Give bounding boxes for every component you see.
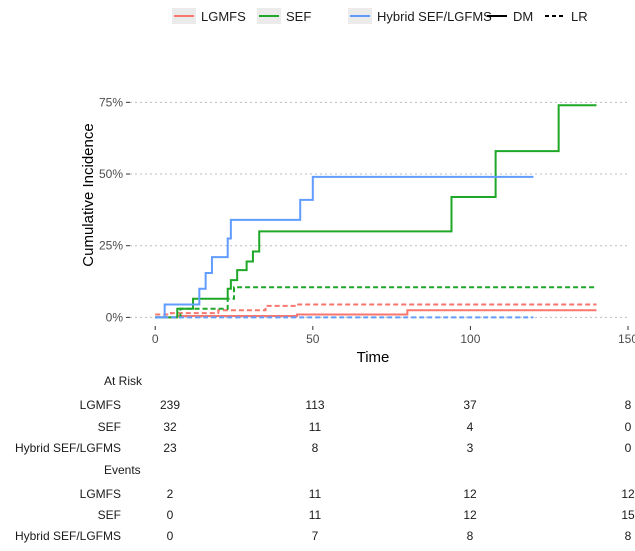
series-lines	[155, 104, 597, 319]
events-value: 2	[167, 487, 174, 501]
y-tick-label: 75%	[99, 95, 123, 109]
at-risk-value: 23	[163, 441, 177, 455]
events-value: 8	[625, 529, 632, 543]
series-line-hybrid-sef-lgfms-dm	[155, 175, 534, 319]
events-row-label: Hybrid SEF/LGFMS	[15, 529, 121, 543]
at-risk-value: 8	[625, 398, 632, 412]
x-tick-label: 50	[306, 332, 320, 346]
at-risk-value: 0	[625, 441, 632, 455]
at-risk-value: 37	[463, 398, 477, 412]
events-value: 12	[621, 487, 635, 501]
at-risk-value: 32	[163, 420, 177, 434]
events-value: 0	[167, 508, 174, 522]
events-value: 11	[309, 508, 322, 522]
at-risk-row-label: Hybrid SEF/LGFMS	[15, 441, 121, 455]
x-tick-label: 150	[618, 332, 635, 346]
events-value: 7	[312, 529, 319, 543]
legend-label-hybrid-sef-lgfms: Hybrid SEF/LGFMS	[377, 9, 492, 24]
events-value: 15	[621, 508, 635, 522]
legend-label-sef: SEF	[286, 9, 311, 24]
events-value: 12	[463, 487, 477, 501]
x-tick-label: 100	[460, 332, 480, 346]
events-title: Events	[104, 463, 141, 477]
y-axis-label: Cumulative Incidence	[80, 123, 97, 266]
legend: LGMFS SEF Hybrid SEF/LGFMS DM LR	[172, 8, 588, 24]
y-tick-label: 50%	[99, 167, 123, 181]
legend-label-lgmfs: LGMFS	[201, 9, 246, 24]
events-value: 12	[463, 508, 477, 522]
events-value: 0	[167, 529, 174, 543]
at-risk-value: 113	[305, 398, 324, 412]
y-tick-label: 25%	[99, 239, 123, 253]
x-tick-label: 0	[152, 332, 159, 346]
at-risk-value: 4	[467, 420, 474, 434]
at-risk-value: 11	[309, 420, 322, 434]
at-risk-value: 0	[625, 420, 632, 434]
series-line-sef-dm	[155, 104, 597, 319]
grid	[130, 101, 628, 318]
y-tick-label: 0%	[106, 310, 124, 324]
axes: 0% 25% 50% 75% 0 50 100 150 Time Cumulative Incid…	[80, 95, 635, 366]
legend-label-dm: DM	[513, 9, 533, 24]
at-risk-row-label: LGMFS	[80, 398, 121, 412]
at-risk-value: 8	[312, 441, 319, 455]
at-risk-row-label: SEF	[98, 420, 121, 434]
series-line-sef-lr	[155, 286, 597, 319]
at-risk-value: 239	[160, 398, 180, 412]
events-value: 8	[467, 529, 474, 543]
at-risk-title: At Risk	[104, 374, 143, 388]
series-line-lgmfs-lr	[155, 303, 597, 316]
events-row-label: LGMFS	[80, 487, 121, 501]
events-value: 11	[309, 487, 322, 501]
events-row-label: SEF	[98, 508, 121, 522]
at-risk-value: 3	[467, 441, 474, 455]
series-line-lgmfs-dm	[155, 309, 597, 319]
x-axis-label: Time	[357, 349, 390, 366]
legend-label-lr: LR	[571, 9, 588, 24]
